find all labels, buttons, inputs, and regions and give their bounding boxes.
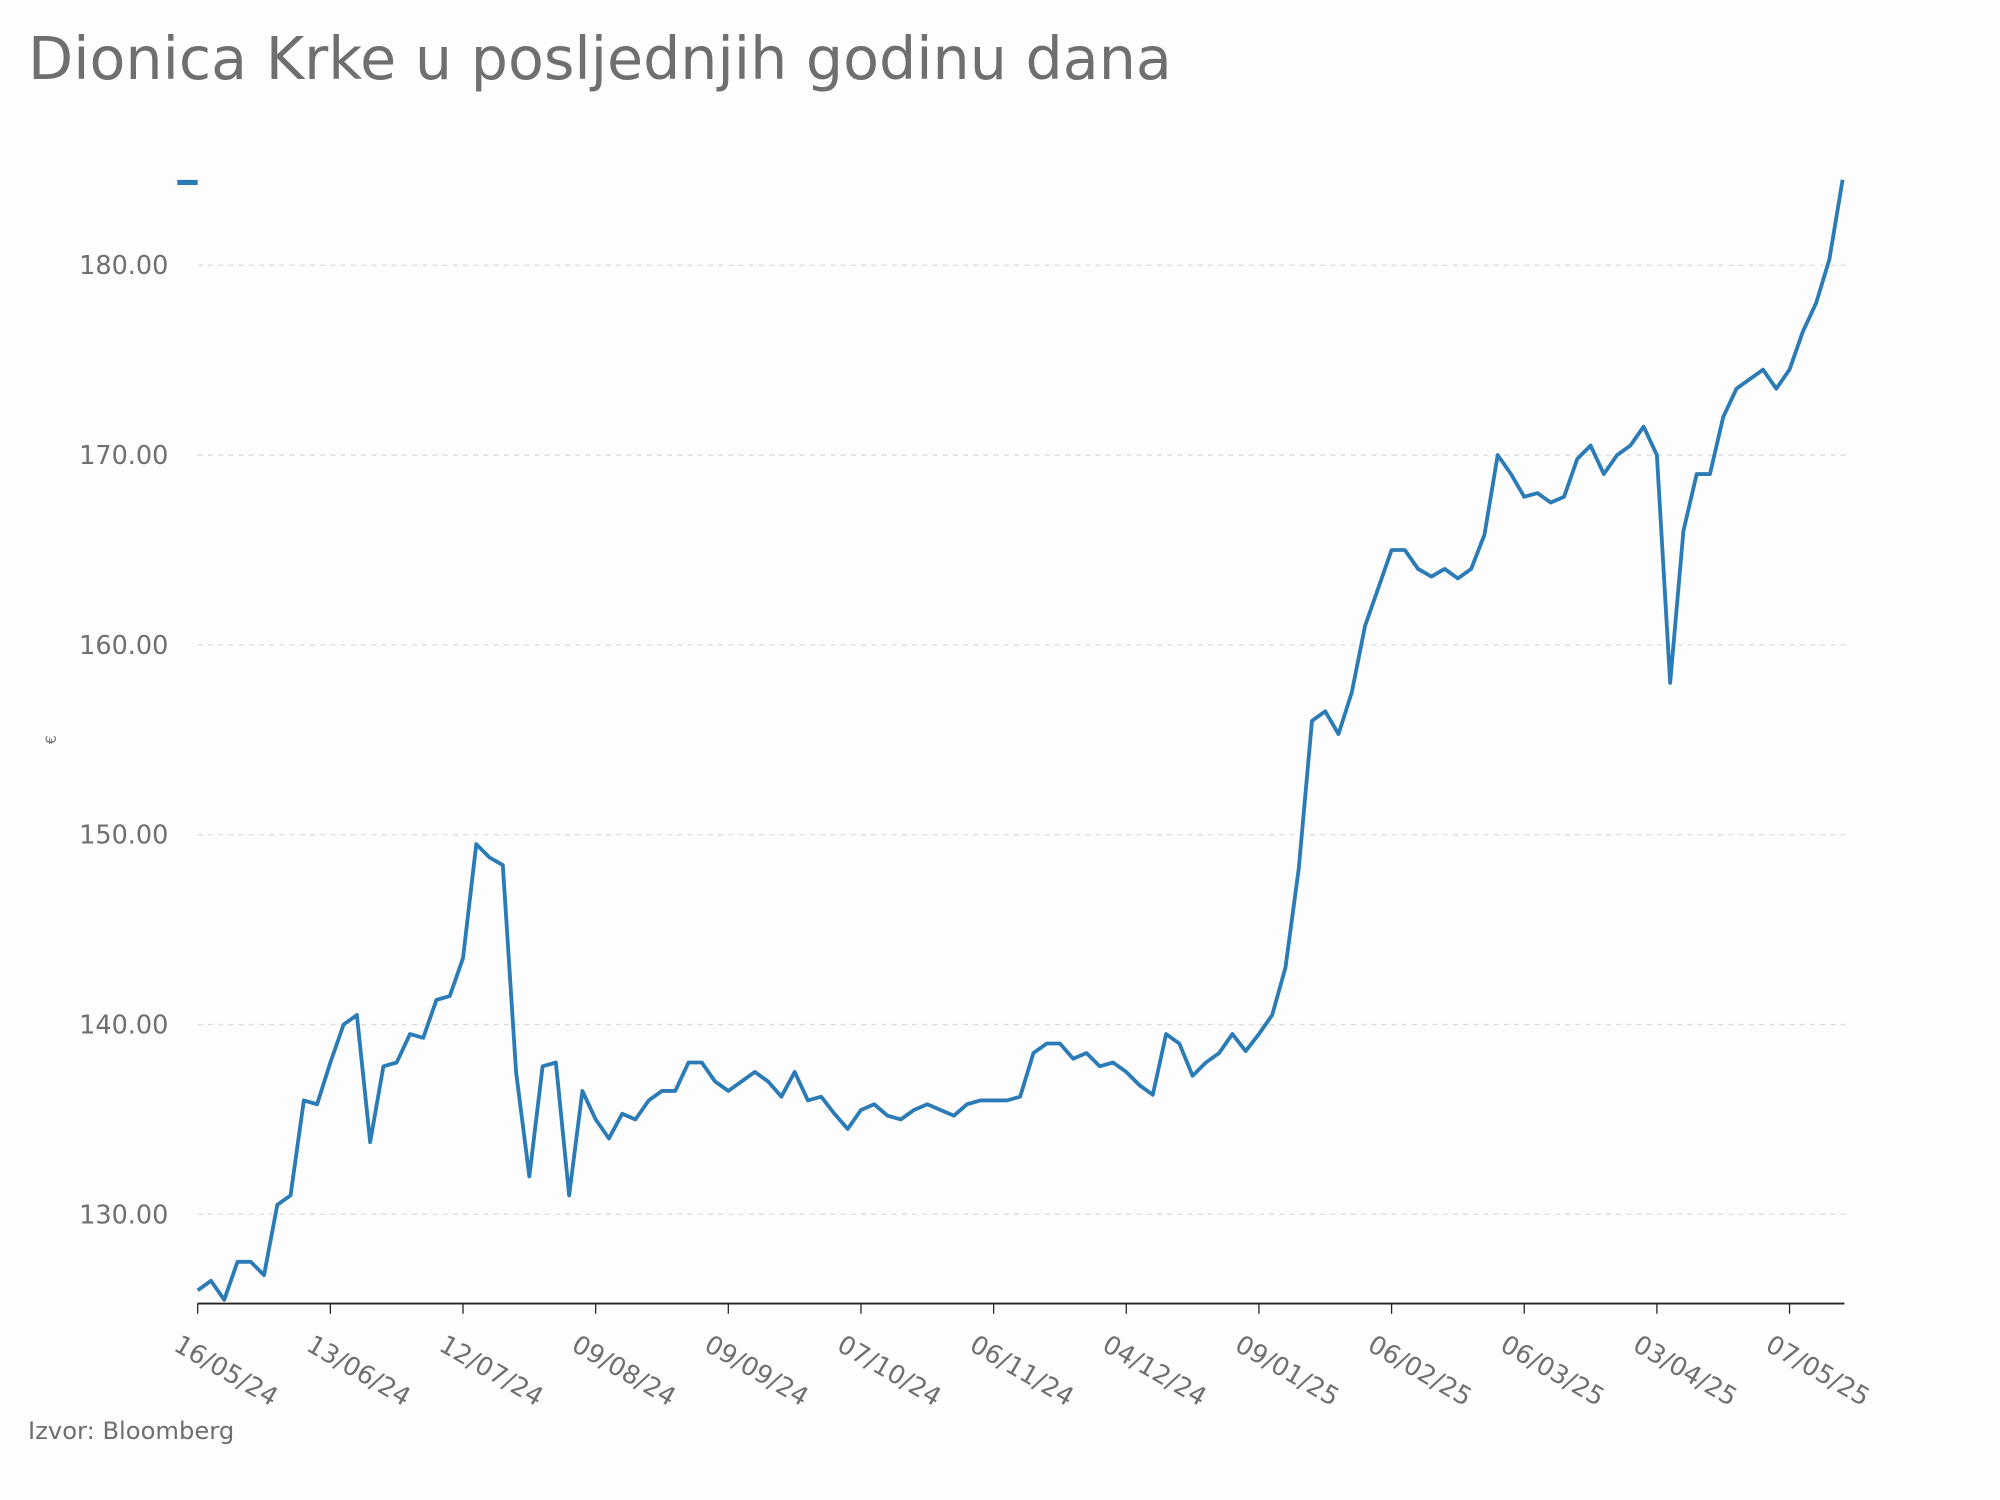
y-tick-label: 150.00 (79, 821, 168, 851)
y-tick-label: 140.00 (79, 1010, 168, 1040)
source: Izvor: Bloomberg (28, 1417, 234, 1445)
y-tick-label: 160.00 (79, 631, 168, 661)
x-tick-label: 07/10/24 (832, 1330, 946, 1413)
price-line (196, 179, 1845, 1302)
x-tick-label: 06/02/25 (1363, 1330, 1477, 1413)
x-tick-label: 16/05/24 (169, 1330, 283, 1413)
x-tick-label: 13/06/24 (301, 1330, 415, 1413)
x-tick-label: 06/11/24 (965, 1330, 1079, 1413)
y-axis-label: € (44, 735, 60, 744)
x-tick-label: 03/04/25 (1628, 1330, 1742, 1413)
x-tick-label: 07/05/25 (1761, 1330, 1875, 1413)
x-tick-label: 04/12/24 (1097, 1330, 1211, 1413)
x-tick-label: 09/01/25 (1230, 1330, 1344, 1413)
x-tick-label: 09/08/24 (567, 1330, 681, 1413)
x-tick-label: 06/03/25 (1495, 1330, 1609, 1413)
y-tick-label: 130.00 (79, 1200, 168, 1230)
x-tick-label: 12/07/24 (434, 1330, 548, 1413)
x-tick-label: 09/09/24 (699, 1330, 813, 1413)
y-tick-label: 180.00 (79, 251, 168, 281)
y-tick-label: 170.00 (79, 441, 168, 471)
chart-title: Dionica Krke u posljednjih godinu dana (28, 25, 1172, 93)
